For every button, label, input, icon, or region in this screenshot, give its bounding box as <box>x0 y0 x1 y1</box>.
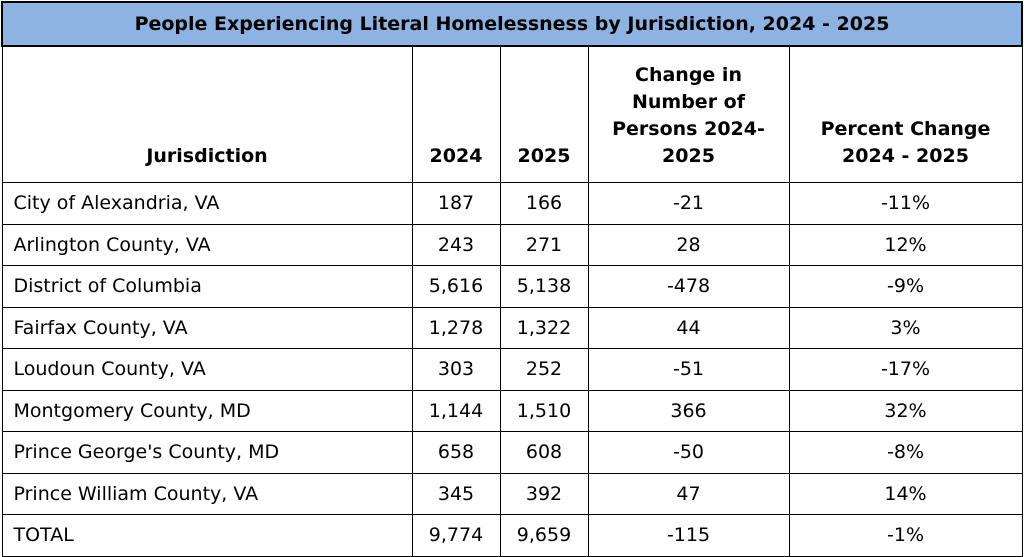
jurisdiction-cell: Prince William County, VA <box>1 472 413 515</box>
change-cell: 47 <box>587 472 790 515</box>
header-2025: 2025 <box>499 45 589 183</box>
value-2024-cell: 187 <box>411 182 501 225</box>
table-row: District of Columbia 5,616 5,138 -478 -9% <box>1 265 1023 308</box>
percent-change-cell: -11% <box>788 182 1023 225</box>
percent-change-cell: -1% <box>788 514 1023 557</box>
change-cell: -21 <box>587 182 790 225</box>
value-2025-cell: 5,138 <box>499 265 589 308</box>
header-percent-change: Percent Change 2024 - 2025 <box>788 45 1023 183</box>
value-2024-cell: 658 <box>411 431 501 474</box>
jurisdiction-cell: TOTAL <box>1 514 413 557</box>
value-2024-cell: 345 <box>411 472 501 515</box>
header-2024: 2024 <box>411 45 501 183</box>
table-row: Prince William County, VA 345 392 47 14% <box>1 472 1023 515</box>
jurisdiction-cell: Arlington County, VA <box>1 223 413 266</box>
total-row: TOTAL 9,774 9,659 -115 -1% <box>1 514 1023 557</box>
percent-change-cell: -9% <box>788 265 1023 308</box>
table-row: Loudoun County, VA 303 252 -51 -17% <box>1 348 1023 391</box>
change-cell: -51 <box>587 348 790 391</box>
table-row: Prince George's County, MD 658 608 -50 -8% <box>1 431 1023 474</box>
value-2025-cell: 271 <box>499 223 589 266</box>
value-2024-cell: 303 <box>411 348 501 391</box>
percent-change-cell: 12% <box>788 223 1023 266</box>
table-row: Montgomery County, MD 1,144 1,510 366 32% <box>1 389 1023 432</box>
change-cell: 44 <box>587 306 790 349</box>
value-2025-cell: 166 <box>499 182 589 225</box>
jurisdiction-cell: Montgomery County, MD <box>1 389 413 432</box>
jurisdiction-cell: District of Columbia <box>1 265 413 308</box>
value-2025-cell: 1,510 <box>499 389 589 432</box>
value-2025-cell: 1,322 <box>499 306 589 349</box>
value-2024-cell: 243 <box>411 223 501 266</box>
table-row: Fairfax County, VA 1,278 1,322 44 3% <box>1 306 1023 349</box>
header-change: Change in Number of Persons 2024-2025 <box>587 45 790 183</box>
percent-change-cell: 3% <box>788 306 1023 349</box>
percent-change-cell: -17% <box>788 348 1023 391</box>
table-body: City of Alexandria, VA 187 166 -21 -11% Arlin… <box>1 182 1023 557</box>
value-2024-cell: 9,774 <box>411 514 501 557</box>
change-cell: -50 <box>587 431 790 474</box>
value-2025-cell: 608 <box>499 431 589 474</box>
table-title: People Experiencing Literal Homelessness… <box>1 1 1023 47</box>
change-cell: 28 <box>587 223 790 266</box>
jurisdiction-cell: Prince George's County, MD <box>1 431 413 474</box>
value-2025-cell: 252 <box>499 348 589 391</box>
table-row: Arlington County, VA 243 271 28 12% <box>1 223 1023 266</box>
jurisdiction-cell: Loudoun County, VA <box>1 348 413 391</box>
change-cell: -115 <box>587 514 790 557</box>
jurisdiction-cell: Fairfax County, VA <box>1 306 413 349</box>
percent-change-cell: -8% <box>788 431 1023 474</box>
value-2025-cell: 9,659 <box>499 514 589 557</box>
percent-change-cell: 14% <box>788 472 1023 515</box>
table-row: City of Alexandria, VA 187 166 -21 -11% <box>1 182 1023 225</box>
change-cell: 366 <box>587 389 790 432</box>
value-2024-cell: 1,278 <box>411 306 501 349</box>
table-title-row: People Experiencing Literal Homelessness… <box>1 1 1023 47</box>
header-row: Jurisdiction 2024 2025 Change in Number … <box>1 45 1023 183</box>
jurisdiction-cell: City of Alexandria, VA <box>1 182 413 225</box>
change-cell: -478 <box>587 265 790 308</box>
value-2024-cell: 5,616 <box>411 265 501 308</box>
header-jurisdiction: Jurisdiction <box>1 45 413 183</box>
value-2025-cell: 392 <box>499 472 589 515</box>
value-2024-cell: 1,144 <box>411 389 501 432</box>
percent-change-cell: 32% <box>788 389 1023 432</box>
